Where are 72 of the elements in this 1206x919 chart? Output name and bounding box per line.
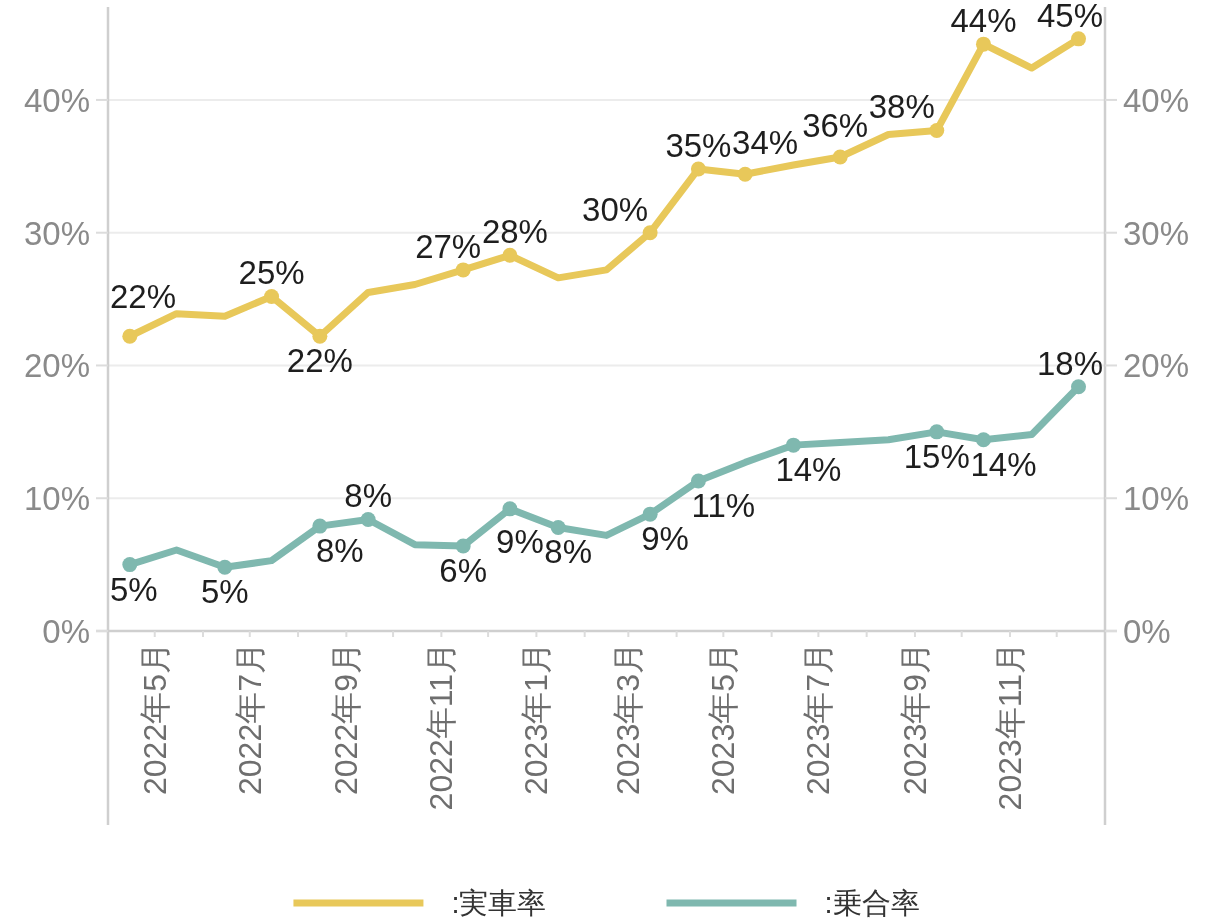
x-tick-label: 2023年5月 (705, 642, 742, 795)
y-tick-label: 40% (23, 81, 90, 119)
data-label: 35% (665, 126, 732, 164)
data-label: 22% (286, 342, 353, 380)
y2-tick-label: 30% (1123, 214, 1190, 252)
data-label: 22% (110, 278, 177, 316)
point (122, 328, 138, 344)
point (690, 473, 706, 489)
point (550, 519, 566, 535)
x-tick-label: 2022年5月 (136, 642, 173, 795)
data-label: 18% (1036, 344, 1103, 382)
point (975, 36, 991, 52)
data-label: 9% (496, 522, 544, 560)
data-label: 8% (316, 532, 364, 570)
data-label: 34% (732, 124, 799, 162)
y2-tick-label: 0% (1123, 613, 1171, 650)
y-tick-label: 30% (23, 214, 90, 252)
data-label: 8% (344, 477, 393, 515)
data-label: 8% (544, 533, 593, 571)
point (929, 424, 945, 440)
y2-tick-label: 20% (1123, 347, 1190, 385)
legend-label: :実車率 (451, 887, 547, 919)
point (832, 149, 848, 165)
data-label: 11% (691, 486, 756, 524)
x-tick-label: 2022年9月 (328, 642, 365, 795)
x-tick-label: 2023年11月 (991, 642, 1028, 811)
x-tick-label: 2023年3月 (610, 642, 647, 795)
point (122, 557, 138, 573)
point (642, 225, 658, 241)
data-label: 5% (110, 570, 158, 608)
data-label: 28% (481, 213, 548, 251)
point (929, 122, 945, 138)
x-tick-label: 2023年1月 (518, 642, 555, 795)
data-label: 14% (775, 451, 842, 489)
x-tick-label: 2023年7月 (800, 642, 837, 795)
x-tick-label: 2022年11月 (423, 642, 460, 811)
point (737, 166, 753, 182)
y-tick-label: 20% (23, 347, 90, 385)
data-label: 38% (868, 88, 935, 126)
point (975, 432, 991, 448)
x-tick-label: 2022年7月 (231, 642, 268, 795)
y-tick-label: 10% (23, 480, 90, 518)
point (455, 538, 471, 554)
data-label: 30% (582, 190, 649, 228)
data-label: 9% (641, 520, 689, 558)
point (502, 247, 518, 263)
point (217, 559, 233, 575)
data-label: 6% (439, 552, 488, 590)
data-label: 45% (1036, 0, 1103, 34)
data-label: 5% (200, 573, 249, 611)
point (455, 262, 471, 278)
point (264, 288, 280, 304)
point (642, 506, 658, 522)
point (502, 501, 518, 517)
data-label: 36% (802, 107, 869, 145)
point (1071, 31, 1087, 47)
data-label: 44% (950, 2, 1017, 40)
point (312, 518, 328, 534)
legend-label: :乗合率 (824, 887, 920, 919)
y2-tick-label: 10% (1123, 480, 1190, 518)
y2-tick-label: 40% (1123, 81, 1190, 119)
data-label: 27% (415, 227, 482, 265)
data-label: 15% (903, 437, 970, 475)
y-tick-label: 0% (42, 613, 90, 650)
point (1071, 379, 1087, 395)
point (785, 437, 801, 453)
point (690, 161, 706, 177)
point (360, 511, 376, 527)
data-label: 25% (238, 254, 305, 292)
x-tick-label: 2023年9月 (896, 642, 933, 795)
point (312, 328, 328, 344)
data-label: 14% (970, 445, 1037, 483)
